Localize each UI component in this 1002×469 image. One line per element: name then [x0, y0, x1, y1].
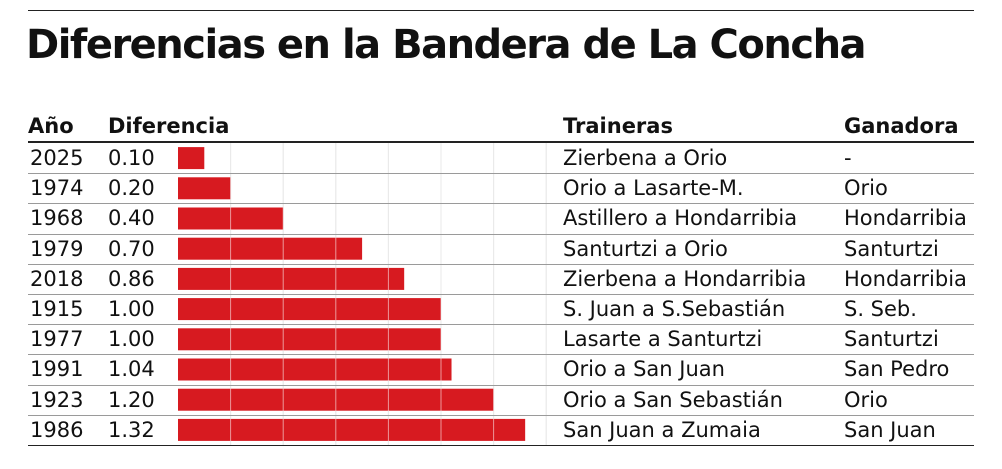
bar-2025: [178, 147, 205, 170]
row-divider: [28, 173, 974, 175]
traineras-label: S. Juan a S.Sebastián: [563, 297, 786, 321]
value-label: 0.86: [108, 266, 155, 291]
traineras-label: Santurtzi a Orio: [563, 236, 728, 261]
value-label: 1.32: [108, 417, 155, 442]
ano-label: 2025: [30, 146, 84, 170]
traineras-label: Orio a Lasarte-M.: [563, 176, 744, 201]
value-label: 1.04: [108, 357, 155, 382]
traineras-label: Lasarte a Santurtzi: [563, 327, 763, 352]
row-divider: [28, 233, 974, 235]
traineras-label: Zierbena a Orio: [563, 146, 728, 170]
ganadora-label: San Juan: [844, 417, 936, 442]
ganadora-label: Santurtzi: [844, 236, 939, 261]
traineras-label: Zierbena a Hondarribia: [563, 266, 807, 291]
value-label: 1.00: [108, 297, 155, 321]
bar-1915: [178, 298, 441, 321]
bar-1977: [178, 328, 441, 351]
bar-1974: [178, 177, 231, 200]
row-divider: [28, 384, 974, 386]
value-label: 0.70: [108, 236, 155, 261]
value-label: 0.40: [108, 206, 155, 231]
ano-label: 1968: [30, 206, 84, 231]
traineras-label: Orio a San Sebastián: [563, 387, 783, 412]
ano-label: 2018: [30, 266, 84, 291]
traineras-label: San Juan a Zumaia: [563, 417, 761, 442]
ano-label: 1977: [30, 327, 84, 352]
traineras-label: Orio a San Juan: [563, 357, 725, 382]
row-divider: [28, 414, 974, 416]
ganadora-label: San Pedro: [844, 357, 950, 382]
bottom-rule: [28, 445, 974, 446]
header-traineras: Traineras: [563, 114, 673, 138]
ganadora-label: Orio: [844, 387, 888, 412]
bar-2018: [178, 267, 405, 290]
bar-1979: [178, 237, 363, 260]
traineras-label: Astillero a Hondarribia: [563, 206, 798, 231]
row-divider: [28, 203, 974, 205]
value-label: 1.00: [108, 327, 155, 352]
value-label: 0.10: [108, 146, 155, 170]
ganadora-label: S. Seb.: [844, 297, 917, 321]
value-label: 0.20: [108, 176, 155, 201]
ano-label: 1974: [30, 176, 84, 201]
header-ganadora: Ganadora: [844, 114, 959, 138]
bar-1986: [178, 418, 526, 441]
ganadora-label: Santurtzi: [844, 327, 939, 352]
top-rule: [28, 10, 974, 11]
ano-label: 1991: [30, 357, 84, 382]
ano-label: 1915: [30, 297, 84, 321]
header-rule: [28, 141, 974, 143]
ganadora-label: -: [844, 146, 852, 170]
ganadora-label: Orio: [844, 176, 888, 201]
ganadora-label: Hondarribia: [844, 206, 967, 231]
row-divider: [28, 324, 974, 326]
row-divider: [28, 294, 974, 295]
value-label: 1.20: [108, 387, 155, 412]
ano-label: 1979: [30, 236, 84, 261]
ano-label: 1923: [30, 387, 84, 412]
chart-title: Diferencias en la Bandera de La Concha: [26, 22, 867, 68]
row-divider: [28, 263, 974, 265]
ano-label: 1986: [30, 417, 84, 442]
header-ano: Año: [28, 114, 74, 138]
bar-1991: [178, 358, 452, 381]
header-diferencia: Diferencia: [108, 114, 230, 138]
ganadora-label: Hondarribia: [844, 266, 967, 291]
row-divider: [28, 354, 974, 356]
